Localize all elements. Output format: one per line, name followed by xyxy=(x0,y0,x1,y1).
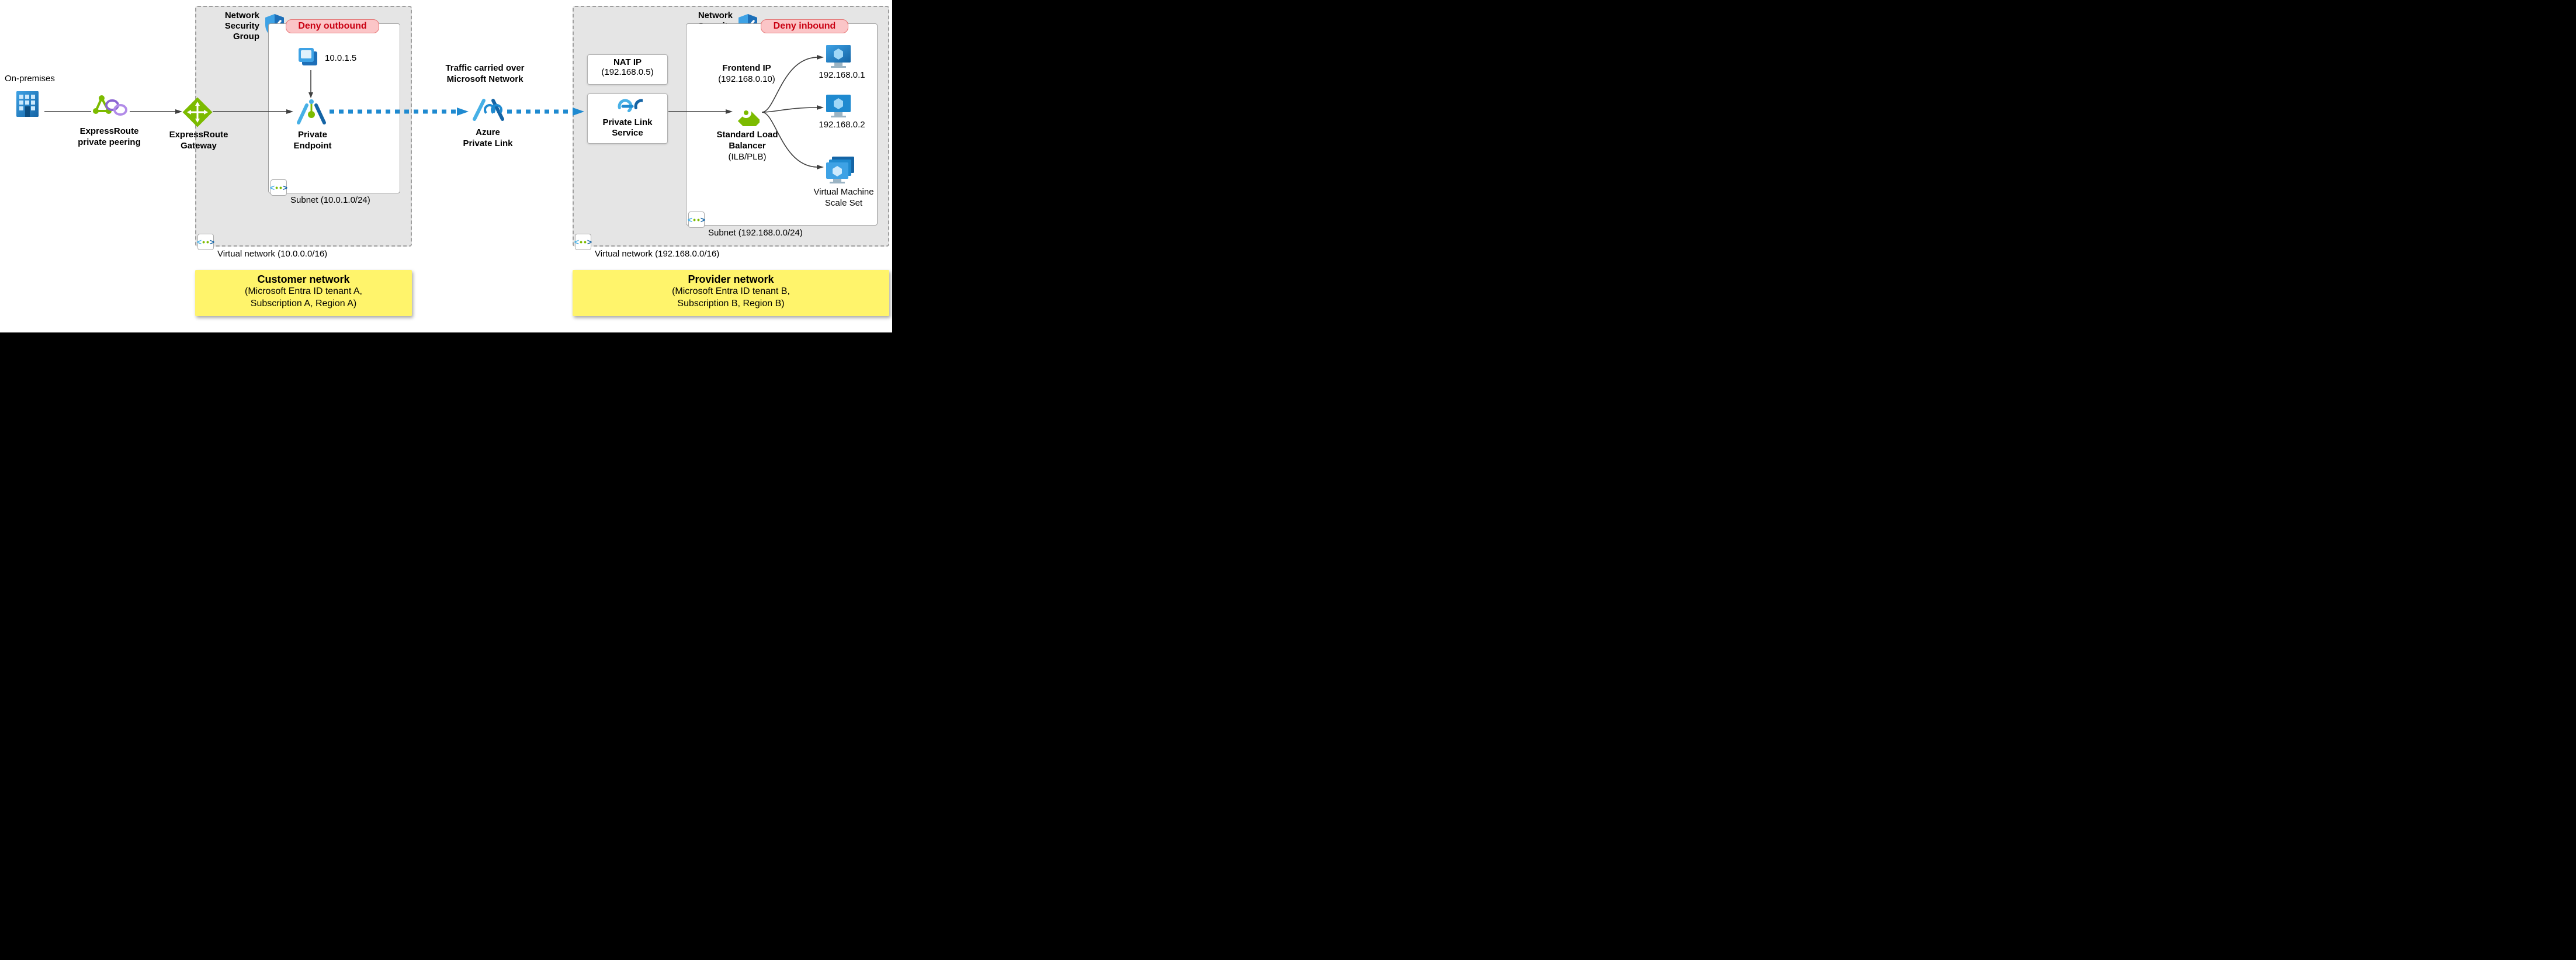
lb-fanout xyxy=(758,51,828,174)
provider-banner-title: Provider network xyxy=(577,273,885,286)
er-gateway-label: ExpressRoute Gateway xyxy=(165,130,233,152)
vnet-icon: <••> xyxy=(688,212,705,228)
customer-banner-title: Customer network xyxy=(200,273,407,286)
arrow-nic-to-pe xyxy=(308,70,314,99)
arrow xyxy=(213,109,294,115)
deny-inbound-badge: Deny inbound xyxy=(761,19,848,33)
load-balancer-icon xyxy=(733,99,760,129)
provider-banner-sub: (Microsoft Entra ID tenant B, Subscripti… xyxy=(577,286,885,310)
apl-label: Azure Private Link xyxy=(456,127,520,150)
customer-vnet-caption: Virtual network (10.0.0.0/16) xyxy=(217,249,327,259)
customer-subnet-caption: Subnet (10.0.1.0/24) xyxy=(290,195,370,205)
arrow xyxy=(44,109,91,115)
pe-label: Private Endpoint xyxy=(280,130,345,152)
vnet-icon: <••> xyxy=(197,234,214,250)
pe-ip: 10.0.1.5 xyxy=(325,53,366,64)
vm-icon xyxy=(825,93,852,121)
vm-icon xyxy=(825,44,852,71)
arrow xyxy=(668,109,734,115)
arrow xyxy=(130,109,183,115)
nat-ip-card: NAT IP (192.168.0.5) xyxy=(587,54,668,85)
deny-outbound-badge: Deny outbound xyxy=(286,19,379,33)
vnet-icon: <••> xyxy=(575,234,591,250)
expressroute-peering-icon xyxy=(92,93,127,122)
dotted-arrow xyxy=(330,107,470,116)
customer-banner-sub: (Microsoft Entra ID tenant A, Subscripti… xyxy=(200,286,407,310)
customer-banner: Customer network (Microsoft Entra ID ten… xyxy=(195,270,412,316)
provider-vnet-caption: Virtual network (192.168.0.0/16) xyxy=(595,249,719,259)
provider-banner: Provider network (Microsoft Entra ID ten… xyxy=(573,270,889,316)
pls-card: Private Link Service xyxy=(587,93,668,144)
provider-subnet-caption: Subnet (192.168.0.0/24) xyxy=(708,228,803,238)
customer-nsg-label: Network Security Group xyxy=(203,11,259,42)
diagram-canvas: Network Security Group Deny outbound 10.… xyxy=(0,0,892,332)
private-endpoint-icon xyxy=(296,99,327,130)
building-icon xyxy=(13,89,42,122)
azure-private-link-icon xyxy=(471,96,506,128)
traffic-label: Traffic carried over Microsoft Network xyxy=(427,63,543,85)
vmss-label: Virtual Machine Scale Set xyxy=(809,187,879,209)
vmss-icon xyxy=(825,155,857,188)
dotted-arrow xyxy=(507,107,585,116)
er-peering-label: ExpressRoute private peering xyxy=(71,126,147,148)
nic-icon xyxy=(297,47,322,72)
nat-ip-title: NAT IP xyxy=(588,57,667,67)
nat-ip-value: (192.168.0.5) xyxy=(588,67,667,77)
vnet-icon: <••> xyxy=(271,179,287,196)
pls-label: Private Link Service xyxy=(588,117,667,138)
expressroute-gateway-icon xyxy=(182,97,213,130)
onprem-label: On-premises xyxy=(5,74,69,85)
